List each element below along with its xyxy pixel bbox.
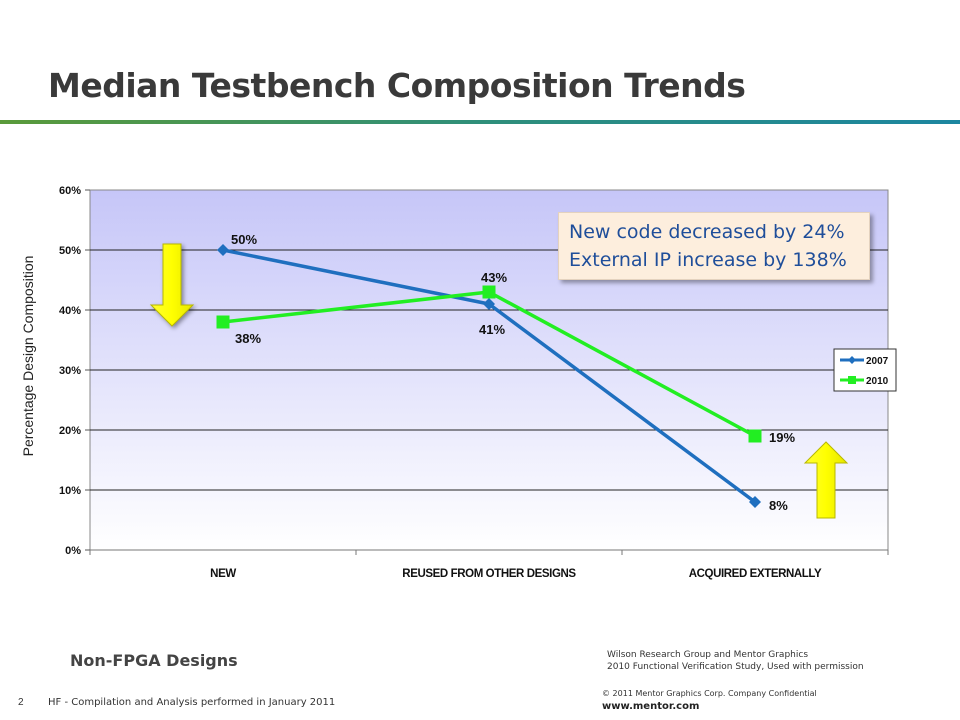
up-arrow-icon	[803, 441, 849, 519]
source-line-1: Wilson Research Group and Mentor Graphic…	[607, 650, 809, 660]
data-label-2010: 38%	[235, 331, 261, 346]
data-label-2007: 50%	[231, 232, 257, 247]
data-point-2010	[216, 315, 230, 329]
data-label-2007: 8%	[769, 498, 788, 513]
legend-marker-2007	[848, 356, 856, 364]
legend: 2007 2010	[833, 348, 897, 392]
data-label-2010: 43%	[481, 270, 507, 285]
x-tick-label: REUSED FROM OTHER DESIGNS	[402, 568, 576, 580]
copyright: © 2011 Mentor Graphics Corp. Company Con…	[602, 689, 817, 698]
y-tick-label: 60%	[59, 185, 81, 197]
source-credit: Wilson Research Group and Mentor Graphic…	[607, 649, 864, 673]
data-point-2010	[748, 429, 762, 443]
legend-marker-2010	[848, 376, 856, 384]
x-tick-label: ACQUIRED EXTERNALLY	[689, 568, 822, 580]
page-title: Median Testbench Composition Trends	[48, 66, 746, 105]
page-number: 2	[18, 697, 24, 708]
x-tick-label: NEW	[210, 568, 236, 580]
y-tick-label: 20%	[59, 425, 81, 437]
legend-label-2007: 2007	[866, 356, 889, 367]
down-arrow-icon	[149, 243, 195, 327]
y-tick-label: 50%	[59, 245, 81, 257]
y-tick-label: 30%	[59, 365, 81, 377]
title-divider	[0, 120, 960, 124]
website-link[interactable]: www.mentor.com	[602, 701, 700, 712]
data-label-2007: 41%	[479, 322, 505, 337]
y-axis-label: Percentage Design Composition	[20, 256, 36, 457]
legend-label-2010: 2010	[866, 376, 889, 387]
callout-line-2: External IP increase by 138%	[569, 249, 847, 271]
data-point-2007	[483, 298, 495, 310]
callout-box: New code decreased by 24% External IP in…	[558, 212, 870, 280]
design-category-label: Non-FPGA Designs	[70, 651, 238, 670]
data-point-2007	[217, 244, 229, 256]
footnote: HF - Compilation and Analysis performed …	[48, 697, 336, 708]
data-label-2010: 19%	[769, 430, 795, 445]
y-tick-label: 10%	[59, 485, 81, 497]
source-line-2: 2010 Functional Verification Study, Used…	[607, 662, 864, 672]
y-tick-label: 0%	[65, 545, 81, 557]
callout-line-1: New code decreased by 24%	[569, 221, 845, 243]
data-point-2010	[482, 285, 496, 299]
y-tick-label: 40%	[59, 305, 81, 317]
data-point-2007	[749, 496, 761, 508]
